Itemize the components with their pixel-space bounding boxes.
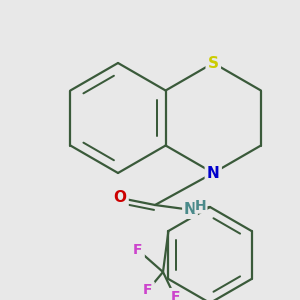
Text: N: N bbox=[184, 202, 196, 217]
Text: O: O bbox=[113, 190, 127, 206]
Text: S: S bbox=[208, 56, 219, 70]
Text: F: F bbox=[133, 243, 143, 257]
Text: F: F bbox=[143, 283, 153, 297]
Text: H: H bbox=[195, 199, 207, 213]
Text: N: N bbox=[207, 166, 220, 181]
Text: F: F bbox=[170, 290, 180, 300]
